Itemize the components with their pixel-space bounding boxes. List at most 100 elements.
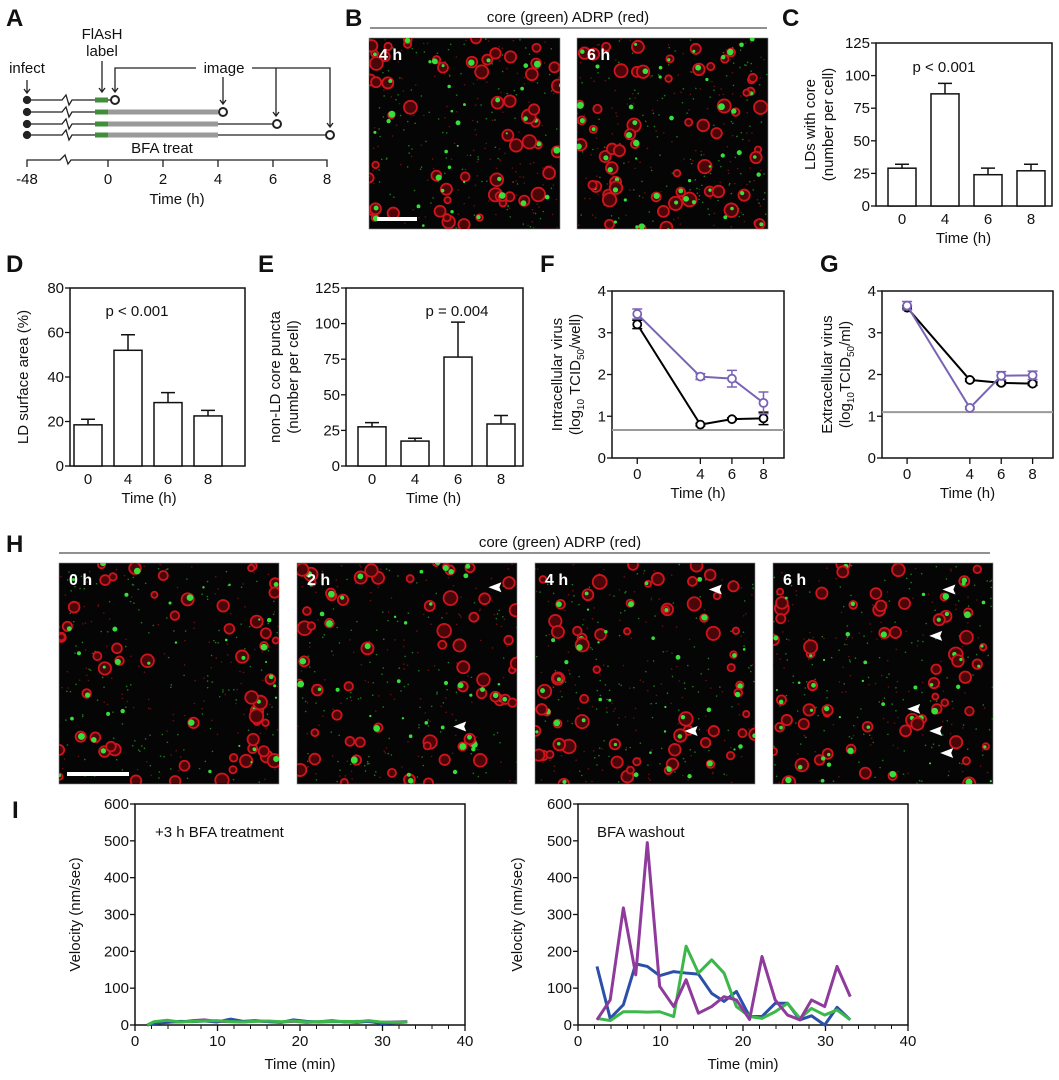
noise-speck bbox=[743, 600, 746, 602]
core-punctum bbox=[471, 747, 476, 752]
noise-speck bbox=[779, 658, 782, 660]
image-point bbox=[272, 119, 282, 129]
noise-speck bbox=[723, 123, 725, 125]
noise-speck bbox=[544, 41, 546, 43]
noise-speck bbox=[414, 122, 417, 125]
noise-speck bbox=[740, 131, 743, 134]
lipid-droplet bbox=[178, 759, 191, 772]
core-punctum bbox=[983, 745, 987, 749]
noise-speck bbox=[430, 705, 433, 708]
noise-speck bbox=[446, 105, 448, 108]
noise-speck bbox=[845, 638, 848, 640]
noise-speck bbox=[534, 212, 537, 215]
lipid-droplet bbox=[423, 777, 434, 784]
noise-speck bbox=[655, 702, 657, 705]
lipid-droplet bbox=[111, 642, 123, 655]
noise-speck bbox=[599, 679, 602, 682]
noise-speck bbox=[468, 196, 470, 199]
noise-speck bbox=[975, 728, 977, 730]
noise-speck bbox=[144, 738, 147, 740]
noise-speck bbox=[896, 680, 899, 683]
noise-speck bbox=[112, 737, 115, 739]
y-tick-label: 20 bbox=[47, 414, 64, 431]
noise-speck bbox=[639, 161, 641, 164]
noise-speck bbox=[498, 60, 501, 62]
noise-speck bbox=[81, 714, 84, 716]
noise-speck bbox=[211, 719, 213, 722]
micrograph-content bbox=[577, 38, 768, 229]
noise-speck bbox=[719, 181, 721, 184]
noise-speck bbox=[846, 636, 849, 639]
noise-speck bbox=[338, 642, 341, 644]
noise-speck bbox=[535, 568, 537, 570]
noise-speck bbox=[332, 608, 335, 610]
core-punctum bbox=[658, 65, 663, 70]
lipid-droplet bbox=[297, 762, 308, 777]
noise-speck bbox=[637, 92, 639, 95]
core-punctum bbox=[579, 118, 585, 124]
core-punctum bbox=[850, 601, 856, 607]
noise-speck bbox=[240, 682, 243, 685]
core-punctum bbox=[70, 716, 74, 721]
y-tick-label: 1 bbox=[598, 408, 606, 425]
noise-speck bbox=[958, 762, 961, 764]
noise-speck bbox=[575, 691, 578, 694]
noise-speck bbox=[675, 626, 678, 628]
noise-speck bbox=[710, 687, 712, 689]
core-punctum bbox=[260, 643, 268, 651]
error-bar bbox=[494, 414, 508, 424]
noise-speck bbox=[323, 709, 325, 712]
noise-speck bbox=[578, 770, 581, 772]
arrowhead-icon bbox=[929, 725, 943, 736]
noise-speck bbox=[752, 587, 754, 589]
bfa-treat-bar bbox=[108, 109, 218, 115]
noise-speck bbox=[620, 38, 622, 40]
noise-speck bbox=[858, 632, 861, 634]
panel-label-i: I bbox=[12, 797, 19, 824]
noise-speck bbox=[308, 666, 311, 668]
noise-speck bbox=[318, 724, 320, 727]
y-tick-label: 500 bbox=[547, 833, 572, 850]
noise-speck bbox=[955, 565, 957, 568]
noise-speck bbox=[382, 706, 385, 708]
noise-speck bbox=[653, 685, 655, 687]
noise-speck bbox=[668, 46, 670, 49]
lipid-droplet bbox=[468, 611, 480, 623]
y-tick-label: 0 bbox=[56, 458, 64, 475]
noise-speck bbox=[657, 73, 660, 76]
noise-speck bbox=[378, 181, 381, 183]
time-label: 6 h bbox=[587, 47, 610, 64]
core-punctum bbox=[443, 680, 449, 686]
noise-speck bbox=[555, 128, 558, 130]
noise-speck bbox=[715, 695, 718, 697]
noise-speck bbox=[378, 107, 381, 109]
noise-speck bbox=[596, 44, 599, 46]
noise-speck bbox=[161, 733, 164, 736]
noise-speck bbox=[704, 715, 707, 717]
noise-speck bbox=[406, 664, 409, 666]
lipid-droplet bbox=[370, 76, 383, 89]
noise-speck bbox=[892, 744, 895, 747]
noise-speck bbox=[522, 176, 525, 178]
noise-speck bbox=[435, 592, 438, 595]
noise-speck bbox=[523, 182, 526, 185]
lipid-droplet bbox=[473, 753, 488, 768]
lipid-droplet bbox=[727, 580, 740, 593]
lipid-droplet bbox=[687, 576, 698, 587]
noise-speck bbox=[604, 79, 607, 82]
noise-speck bbox=[832, 780, 835, 782]
noise-speck bbox=[369, 661, 371, 664]
y-tick-label: 400 bbox=[547, 870, 572, 887]
noise-speck bbox=[839, 586, 842, 588]
series-line bbox=[906, 307, 1033, 385]
noise-speck bbox=[689, 39, 692, 41]
noise-speck bbox=[785, 694, 788, 697]
noise-speck bbox=[803, 638, 805, 640]
noise-speck bbox=[323, 679, 326, 681]
noise-speck bbox=[143, 671, 146, 674]
core-punctum bbox=[299, 657, 307, 665]
noise-speck bbox=[607, 665, 609, 667]
core-punctum bbox=[775, 688, 778, 692]
